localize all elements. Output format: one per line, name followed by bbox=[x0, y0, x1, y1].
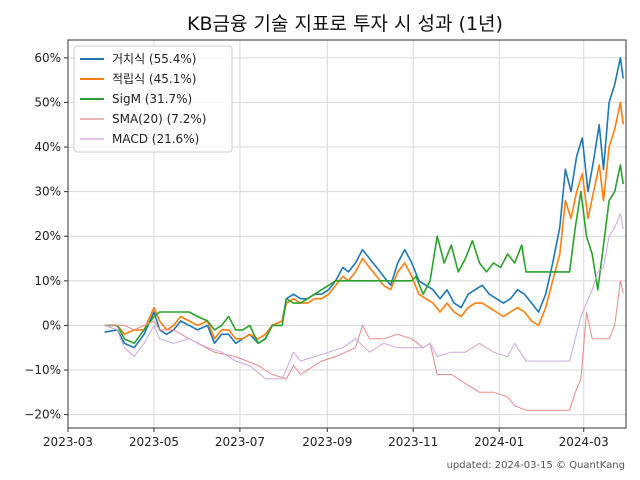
chart-title: KB금융 기술 지표로 투자 시 성과 (1년) bbox=[187, 13, 503, 35]
series-line-0 bbox=[104, 57, 624, 349]
legend-label-4: MACD (21.6%) bbox=[112, 132, 199, 146]
y-tick-label: −10% bbox=[24, 363, 61, 377]
x-axis-ticks: 2023-03 2023-05 2023-07 2023-09 2023-11 2024-… bbox=[43, 428, 609, 449]
y-tick-label: 60% bbox=[34, 51, 61, 65]
series-line-3 bbox=[104, 280, 624, 411]
legend-label-3: SMA(20) (7.2%) bbox=[112, 112, 206, 126]
legend-label-0: 거치식 (55.4%) bbox=[112, 52, 196, 66]
x-tick-label: 2023-11 bbox=[388, 435, 438, 449]
series-lines bbox=[104, 57, 624, 411]
y-tick-label: 10% bbox=[34, 274, 61, 288]
x-tick-label: 2023-05 bbox=[129, 435, 179, 449]
x-tick-label: 2023-03 bbox=[43, 435, 93, 449]
legend-box bbox=[73, 45, 233, 153]
footer-note: updated: 2024-03-15 © QuantKang bbox=[447, 460, 625, 471]
x-tick-label: 2024-03 bbox=[559, 435, 609, 449]
y-axis-ticks: −20% −10% 0% 10% 20% 30% 40% 50% 60% bbox=[24, 51, 68, 422]
y-tick-label: −20% bbox=[24, 408, 61, 422]
y-tick-label: 20% bbox=[34, 229, 61, 243]
legend: 거치식 (55.4%) 적립식 (45.1%) SigM (31.7%) SMA(20… bbox=[73, 45, 233, 153]
series-line-4 bbox=[104, 213, 624, 380]
x-tick-label: 2023-07 bbox=[215, 435, 265, 449]
y-tick-label: 30% bbox=[34, 185, 61, 199]
legend-label-1: 적립식 (45.1%) bbox=[112, 72, 196, 86]
x-tick-label: 2023-09 bbox=[302, 435, 352, 449]
y-tick-label: 0% bbox=[42, 318, 61, 332]
y-tick-label: 40% bbox=[34, 140, 61, 154]
series-line-2 bbox=[104, 164, 624, 345]
plot-frame bbox=[67, 39, 627, 429]
legend-label-2: SigM (31.7%) bbox=[112, 92, 192, 106]
y-tick-label: 50% bbox=[34, 95, 61, 109]
x-tick-label: 2024-01 bbox=[474, 435, 524, 449]
series-line-1 bbox=[104, 101, 624, 340]
